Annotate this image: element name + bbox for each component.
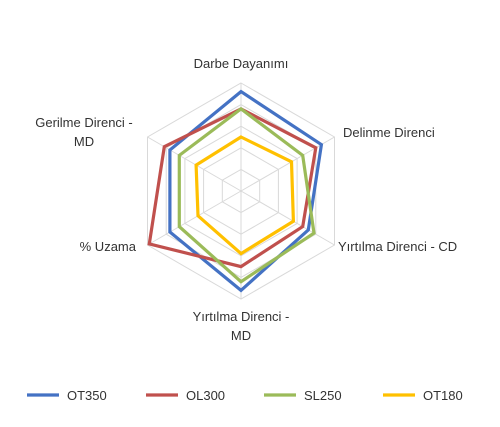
- axis-labels: Darbe Dayanımı Delinme Direnci Yırtılma Di…: [35, 56, 457, 343]
- grid-spoke: [240, 136, 335, 192]
- radar-series: [147, 89, 324, 293]
- series-line-ot180: [194, 135, 296, 256]
- axis-label: % Uzama: [80, 239, 137, 254]
- legend-label-sl250: SL250: [304, 388, 342, 403]
- axis-label: Yırtılma Direnci -MD: [193, 309, 290, 343]
- axis-label: Delinme Direnci: [343, 125, 435, 140]
- series-line-sl250: [177, 106, 316, 284]
- legend-label-ol300: OL300: [186, 388, 225, 403]
- series-line-ol300: [147, 107, 318, 269]
- grid-spoke: [147, 190, 242, 246]
- legend-label-ot180: OT180: [423, 388, 463, 403]
- axis-label: Gerilme Direnci -MD: [35, 115, 133, 149]
- legend: OT350 OL300 SL250 OT180: [27, 388, 463, 403]
- grid-spoke: [240, 190, 335, 246]
- legend-label-ot350: OT350: [67, 388, 107, 403]
- series-line-ot350: [168, 89, 324, 293]
- axis-label: Yırtılma Direnci - CD: [338, 239, 457, 254]
- axis-label: Darbe Dayanımı: [194, 56, 289, 71]
